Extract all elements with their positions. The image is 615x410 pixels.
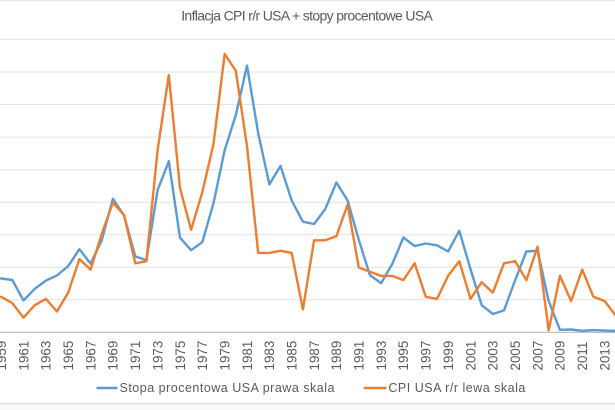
svg-text:1967: 1967 bbox=[83, 341, 98, 371]
svg-text:1963: 1963 bbox=[39, 341, 54, 371]
svg-text:1965: 1965 bbox=[61, 341, 76, 371]
svg-text:1985: 1985 bbox=[285, 341, 300, 371]
svg-text:1961: 1961 bbox=[16, 341, 31, 371]
svg-text:2007: 2007 bbox=[530, 341, 545, 371]
svg-text:2009: 2009 bbox=[553, 341, 568, 371]
svg-text:2001: 2001 bbox=[463, 341, 478, 371]
svg-text:2013: 2013 bbox=[597, 341, 612, 371]
svg-text:1993: 1993 bbox=[374, 341, 389, 371]
svg-text:1977: 1977 bbox=[195, 341, 210, 371]
svg-text:2011: 2011 bbox=[575, 342, 590, 371]
svg-text:1973: 1973 bbox=[150, 341, 165, 371]
svg-text:1999: 1999 bbox=[441, 341, 456, 371]
svg-text:Inflacja CPI r/r USA + stopy p: Inflacja CPI r/r USA + stopy procentowe … bbox=[181, 8, 433, 24]
svg-text:1979: 1979 bbox=[218, 341, 233, 371]
svg-text:1991: 1991 bbox=[352, 341, 367, 371]
svg-text:2005: 2005 bbox=[508, 341, 523, 371]
svg-text:1987: 1987 bbox=[307, 341, 322, 371]
svg-text:1969: 1969 bbox=[106, 341, 121, 371]
svg-text:1971: 1971 bbox=[128, 341, 143, 371]
svg-text:1983: 1983 bbox=[262, 341, 277, 371]
svg-text:1989: 1989 bbox=[329, 341, 344, 371]
svg-text:2003: 2003 bbox=[486, 341, 501, 371]
svg-text:1975: 1975 bbox=[173, 341, 188, 371]
svg-text:1981: 1981 bbox=[240, 341, 255, 371]
svg-text:1997: 1997 bbox=[419, 341, 434, 371]
svg-text:CPI USA r/r lewa skala: CPI USA r/r lewa skala bbox=[388, 381, 525, 395]
svg-text:Stopa procentowa USA prawa ska: Stopa procentowa USA prawa skala bbox=[120, 381, 335, 395]
svg-text:1995: 1995 bbox=[396, 341, 411, 371]
svg-text:1959: 1959 bbox=[0, 341, 9, 371]
